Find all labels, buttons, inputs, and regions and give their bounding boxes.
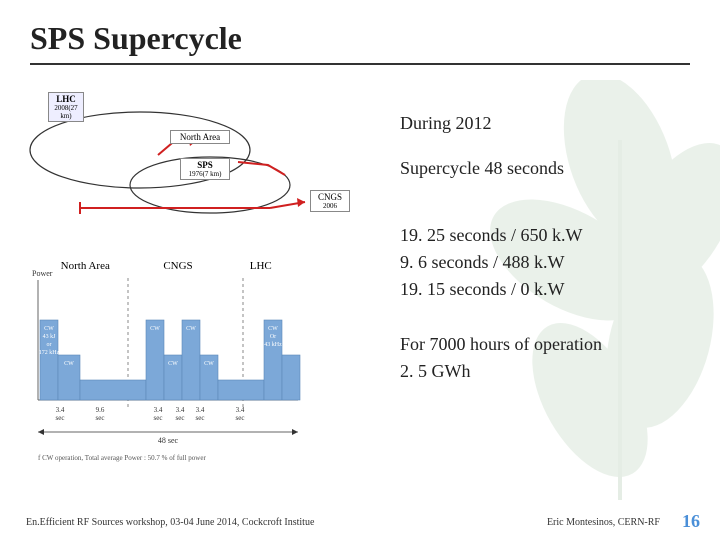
text-supercycle: Supercycle 48 seconds <box>400 155 700 182</box>
svg-text:CW: CW <box>168 361 178 367</box>
footer-left: En.Efficient RF Sources workshop, 03-04 … <box>26 517 314 528</box>
sps-label: SPS 1976(7 km) <box>180 158 230 180</box>
svg-text:Power: Power <box>32 269 53 278</box>
svg-text:3.4: 3.4 <box>56 406 65 414</box>
svg-text:CW: CW <box>44 326 54 332</box>
svg-text:CW: CW <box>268 326 278 332</box>
svg-text:3.4: 3.4 <box>196 406 205 414</box>
svg-text:sec: sec <box>196 414 205 422</box>
cngs-label: CNGS 2006 <box>310 190 350 212</box>
text-energy: 2. 5 GWh <box>400 358 700 385</box>
svg-text:3.4: 3.4 <box>176 406 185 414</box>
svg-text:f CW operation, Total average: f CW operation, Total average Power : 50… <box>38 454 206 462</box>
svg-text:CW: CW <box>204 361 214 367</box>
svg-text:sec: sec <box>154 414 163 422</box>
svg-text:sec: sec <box>56 414 65 422</box>
page-number: 16 <box>682 511 700 532</box>
text-during: During 2012 <box>400 110 700 137</box>
svg-text:sec: sec <box>176 414 185 422</box>
text-phase-1: 19. 25 seconds / 650 k.W <box>400 222 700 249</box>
svg-text:Or: Or <box>270 334 276 340</box>
text-hours: For 7000 hours of operation <box>400 331 700 358</box>
footer-right: Eric Montesinos, CERN-RF <box>547 517 660 528</box>
north-area-label: North Area <box>170 130 230 144</box>
accelerator-diagram: LHC 2008(27 km) North Area SPS 1976(7 km… <box>20 90 360 240</box>
svg-text:CW: CW <box>186 326 196 332</box>
svg-text:or: or <box>47 342 52 348</box>
svg-text:CW: CW <box>150 326 160 332</box>
svg-text:172 kHz: 172 kHz <box>39 350 60 356</box>
power-chart: Power CW 43 kJ or 172 kHz CW CW CW CW CW CW Or 43 k… <box>28 260 308 460</box>
svg-text:sec: sec <box>96 414 105 422</box>
slide-title: SPS Supercycle <box>30 20 690 65</box>
svg-text:43 kJ: 43 kJ <box>43 334 57 340</box>
text-content: During 2012 Supercycle 48 seconds 19. 25… <box>400 110 700 403</box>
svg-text:48 sec: 48 sec <box>158 436 179 445</box>
text-phase-3: 19. 15 seconds / 0 k.W <box>400 276 700 303</box>
lhc-label: LHC 2008(27 km) <box>48 92 84 122</box>
svg-text:sec: sec <box>236 414 245 422</box>
svg-text:43 kHz: 43 kHz <box>264 342 282 348</box>
text-phase-2: 9. 6 seconds / 488 k.W <box>400 249 700 276</box>
svg-text:9.6: 9.6 <box>96 406 105 414</box>
svg-text:3.4: 3.4 <box>236 406 245 414</box>
svg-text:3.4: 3.4 <box>154 406 163 414</box>
svg-text:CW: CW <box>64 361 74 367</box>
